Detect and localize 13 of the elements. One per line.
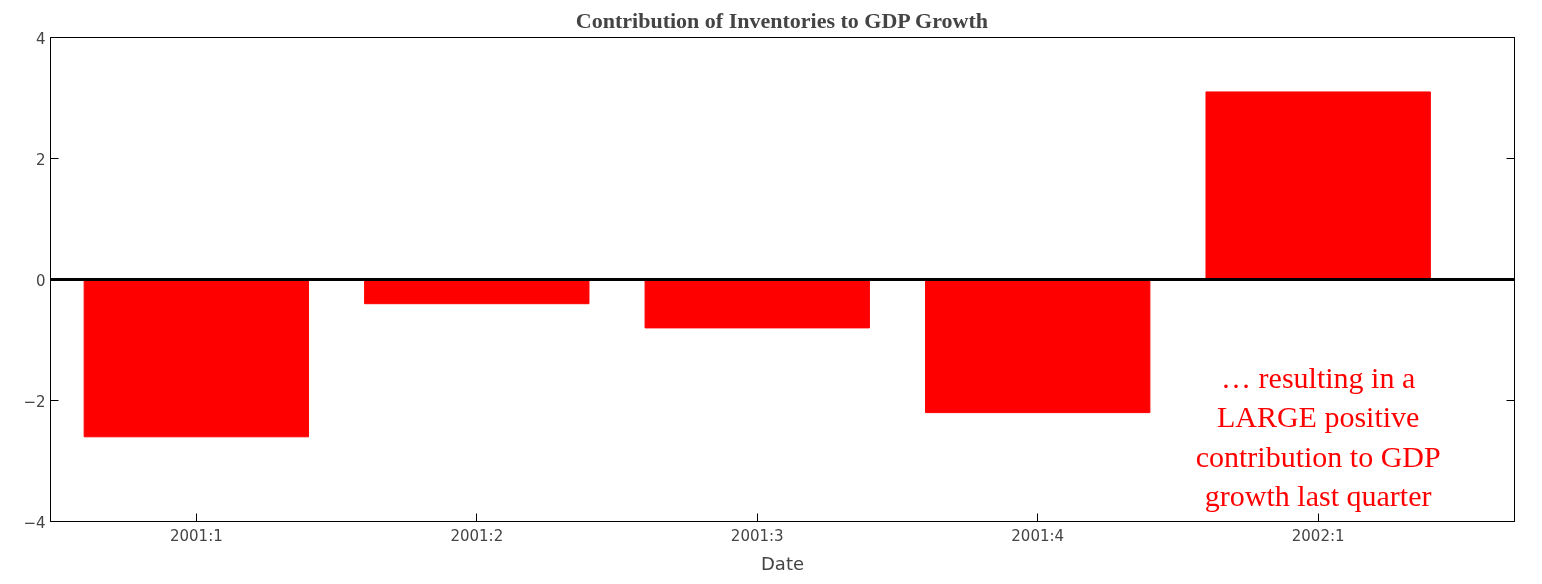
y-tick-label: 0	[35, 271, 46, 290]
x-tick-label: 2001:3	[730, 526, 784, 545]
x-tick-label: 2001:4	[1011, 526, 1065, 545]
annotation: … resulting in a LARGE positive contribution to GDP growth last quarter	[1195, 360, 1441, 513]
x-tick-label: 2001:2	[450, 526, 504, 545]
x-tick-label: 2002:1	[1291, 526, 1345, 545]
y-tick-label: 4	[35, 29, 46, 48]
y-tick-label: −2	[23, 392, 46, 411]
x-tick-label: 2001:1	[169, 526, 223, 545]
x-axis-title: Date	[760, 552, 805, 574]
chart-title: Contribution of Inventories to GDP Growth	[575, 7, 988, 33]
y-tick-label: 2	[35, 150, 46, 169]
y-tick-label: −4	[23, 513, 46, 532]
